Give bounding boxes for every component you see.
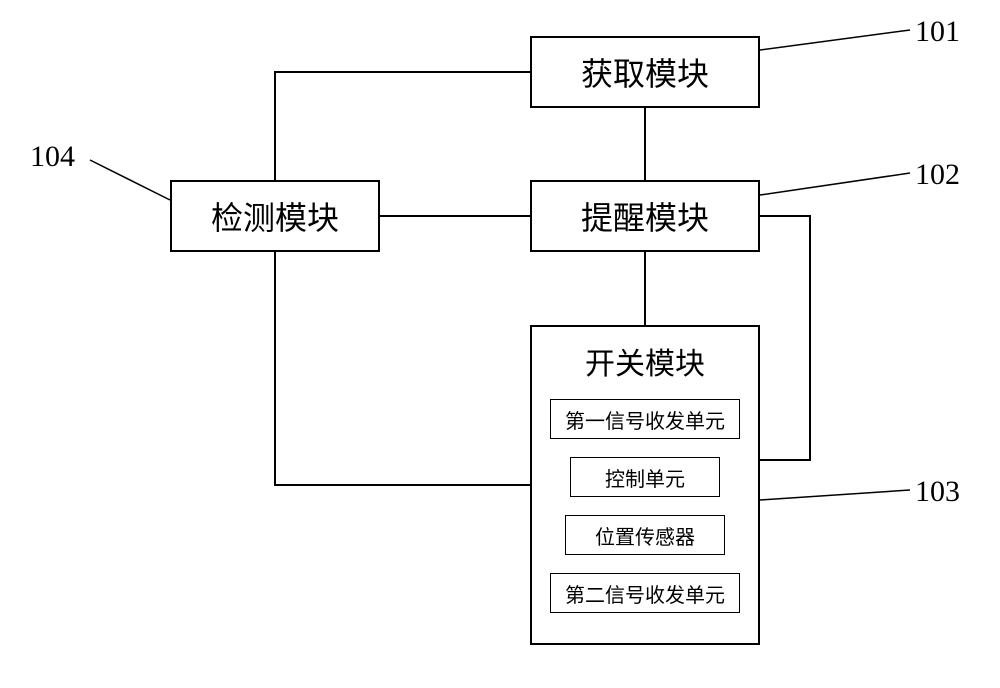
switch-sub-sub3: 位置传感器 <box>565 515 725 555</box>
node-remind-module: 提醒模块 <box>530 180 760 252</box>
node-switch-children: 第一信号收发单元控制单元位置传感器第二信号收发单元 <box>550 399 740 613</box>
node-acquire-label: 获取模块 <box>581 49 709 95</box>
edge-remind_right-switch_right <box>760 216 810 460</box>
ref-label-102: 102 <box>915 158 960 192</box>
leader-l102 <box>760 173 910 195</box>
ref-label-104: 104 <box>30 140 75 174</box>
switch-sub-label-sub3: 位置传感器 <box>595 521 695 550</box>
switch-sub-sub2: 控制单元 <box>570 457 720 497</box>
edge-detect_bottom-switch_left <box>275 252 530 485</box>
node-detect-label: 检测模块 <box>211 193 339 239</box>
connectors <box>0 0 1000 688</box>
ref-label-101: 101 <box>915 15 960 49</box>
node-remind-label: 提醒模块 <box>581 193 709 239</box>
node-detect-module: 检测模块 <box>170 180 380 252</box>
switch-sub-sub1: 第一信号收发单元 <box>550 399 740 439</box>
switch-sub-label-sub1: 第一信号收发单元 <box>565 405 725 434</box>
switch-sub-label-sub4: 第二信号收发单元 <box>565 579 725 608</box>
leader-l103 <box>760 490 910 500</box>
switch-sub-sub4: 第二信号收发单元 <box>550 573 740 613</box>
node-switch-module: 开关模块 第一信号收发单元控制单元位置传感器第二信号收发单元 <box>530 325 760 645</box>
node-acquire-module: 获取模块 <box>530 36 760 108</box>
ref-label-103: 103 <box>915 475 960 509</box>
leader-l104 <box>90 160 170 200</box>
node-switch-title: 开关模块 <box>585 339 705 383</box>
leader-l101 <box>760 30 910 50</box>
switch-sub-label-sub2: 控制单元 <box>605 463 685 492</box>
edge-detect_top-acquire_left <box>275 72 530 180</box>
